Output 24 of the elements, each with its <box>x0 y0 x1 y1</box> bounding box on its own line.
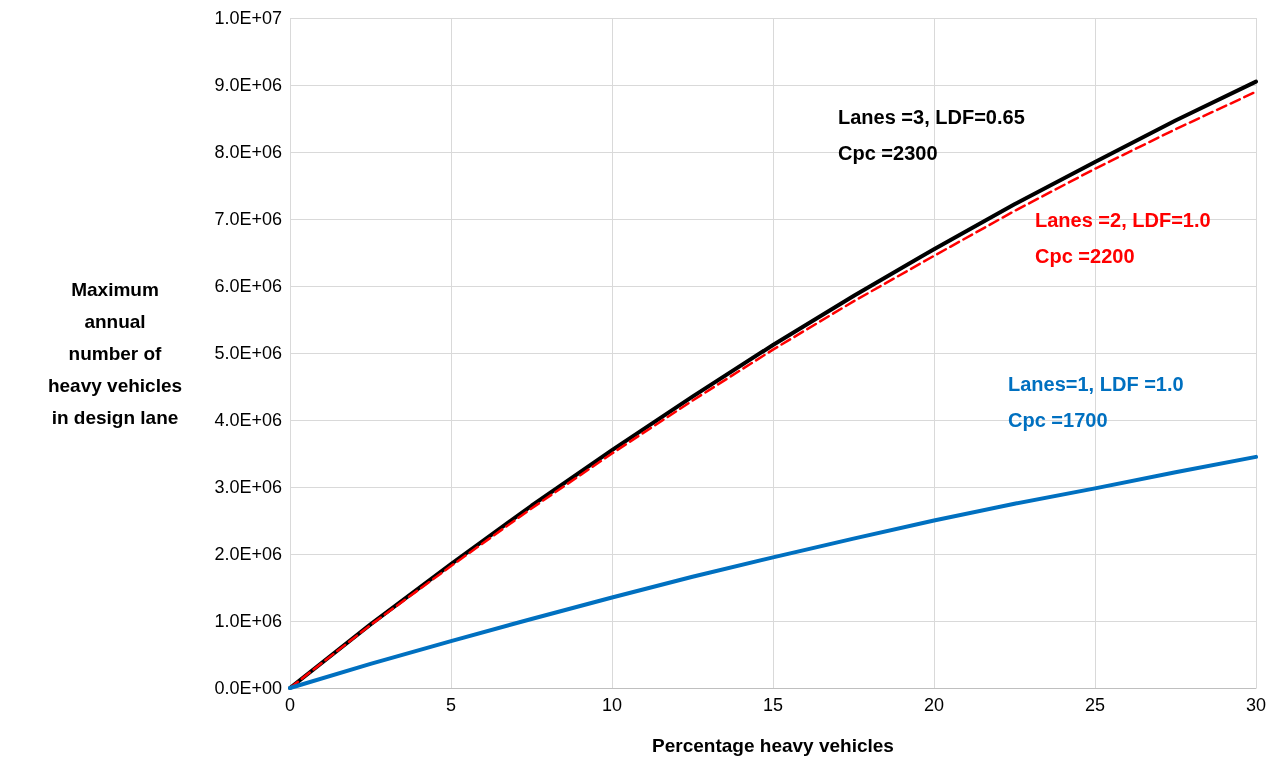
y-tick-label: 7.0E+06 <box>214 209 282 229</box>
y-tick-label: 5.0E+06 <box>214 343 282 363</box>
y-tick-label: 1.0E+06 <box>214 611 282 631</box>
line-series <box>288 454 1258 690</box>
series-label: Lanes=1, LDF =1.0 Cpc =1700 <box>1008 372 1184 431</box>
x-tick-label: 15 <box>762 695 784 715</box>
series-label: Lanes =2, LDF=1.0 Cpc =2200 <box>1035 208 1211 267</box>
x-tick-label: 0 <box>284 695 296 715</box>
y-tick-label: 8.0E+06 <box>214 142 282 162</box>
x-tick-label: 5 <box>445 695 457 715</box>
x-tick-label: 10 <box>601 695 623 715</box>
x-axis-title: Percentage heavy vehicles <box>652 735 894 756</box>
y-tick-label: 9.0E+06 <box>214 75 282 95</box>
y-tick-label: 0.0E+00 <box>214 678 282 698</box>
x-tick-label: 30 <box>1245 695 1267 715</box>
y-axis-title: Maximum annual number of heavy vehicles in design lane <box>47 278 183 428</box>
y-tick-label: 2.0E+06 <box>214 544 282 564</box>
y-tick-label: 1.0E+07 <box>214 8 282 28</box>
y-tick-label: 4.0E+06 <box>214 410 282 430</box>
x-tick-label: 20 <box>923 695 945 715</box>
x-tick-label: 25 <box>1084 695 1106 715</box>
series-label: Lanes =3, LDF=0.65 Cpc =2300 <box>838 106 1025 165</box>
y-tick-label: 6.0E+06 <box>214 276 282 296</box>
y-tick-label: 3.0E+06 <box>214 477 282 497</box>
